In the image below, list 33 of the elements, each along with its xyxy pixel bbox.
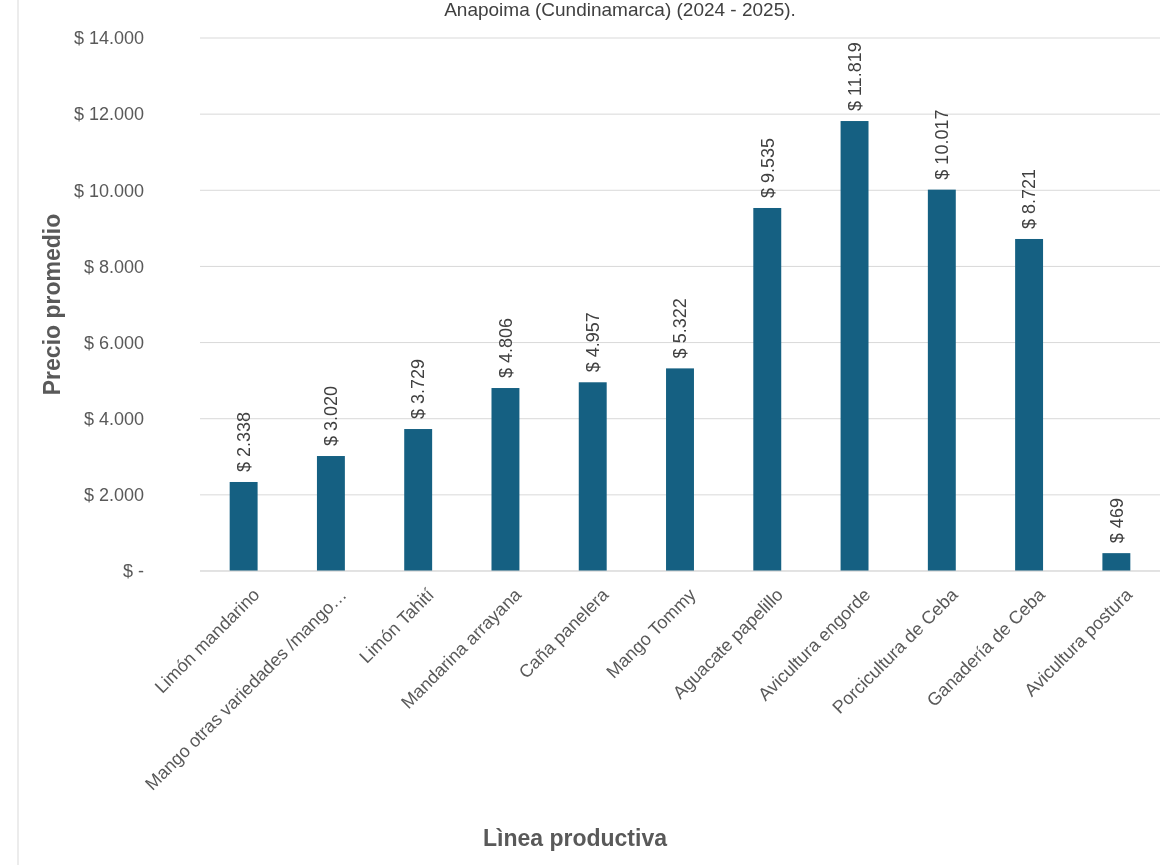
y-tick-label: $ 4.000: [83, 409, 144, 430]
data-label: $ 3.020: [321, 385, 342, 447]
bar: [229, 481, 258, 571]
data-label: $ 11.819: [844, 42, 865, 112]
y-tick-label: $ 10.000: [73, 180, 144, 201]
y-tick-label: $ 6.000: [83, 332, 144, 353]
data-label: $ 10.017: [932, 109, 953, 180]
bar: [753, 207, 782, 571]
bar: [1102, 553, 1131, 571]
data-label: $ 469: [1106, 498, 1127, 544]
data-label: $ 8.721: [1019, 168, 1040, 229]
data-label: $ 4.806: [495, 317, 516, 379]
bar: [927, 189, 956, 571]
data-label: $ 5.322: [670, 298, 691, 359]
y-tick-label: $ 8.000: [83, 256, 144, 277]
data-label: $ 9.535: [757, 137, 778, 198]
data-label: $ 2.338: [233, 411, 254, 472]
bar: [578, 382, 607, 571]
x-axis-title: Lìnea productiva: [482, 825, 668, 851]
y-axis-title: Precio promedio: [39, 213, 65, 396]
data-label: $ 3.729: [408, 358, 429, 420]
bar: [666, 368, 694, 571]
data-label: $ 4.957: [583, 312, 604, 373]
bar: [1015, 238, 1044, 571]
bar: [840, 121, 869, 571]
chart-title: Anapoima (Cundinamarca) (2024 - 2025).: [444, 0, 796, 20]
bar: [491, 388, 520, 571]
y-tick-label: $ 12.000: [73, 104, 144, 125]
bar: [316, 456, 345, 571]
y-tick-label: $ -: [122, 561, 144, 582]
y-tick-label: $ 2.000: [83, 485, 144, 506]
bar: [404, 429, 433, 571]
y-tick-label: $ 14.000: [73, 28, 144, 49]
